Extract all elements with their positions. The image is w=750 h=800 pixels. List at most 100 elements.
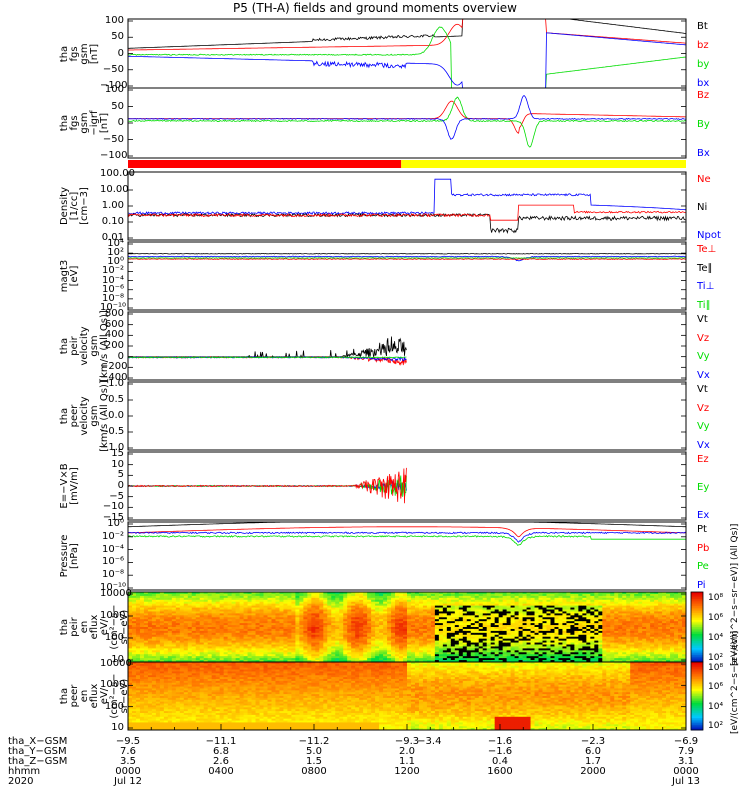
heatmap-cell [426,607,432,610]
heatmap-cell [486,636,492,640]
heatmap-cell [422,611,428,614]
heatmap-cell [283,648,288,651]
heatmap-cell [494,632,500,636]
heatmap-cell [183,601,189,605]
heatmap-cell [359,640,364,643]
heatmap-cell [143,597,149,601]
heatmap-cell [375,621,380,624]
heatmap-cell [223,646,229,649]
heatmap-cell [638,625,643,628]
pressure-pe-line [128,535,686,546]
heatmap-cell [610,605,615,608]
heatmap-cell [379,658,384,661]
heatmap-cell [311,592,316,595]
heatmap-cell [323,623,328,626]
heatmap-cell [478,658,484,661]
heatmap-cell [542,593,547,597]
heatmap-cell [522,613,527,616]
heatmap-cell [498,605,504,608]
heatmap-cell [510,595,516,599]
heatmap-cell [578,605,583,608]
heatmap-cell [650,611,655,614]
heatmap-cell [610,640,615,643]
heatmap-cell [638,630,643,634]
heatmap-cell [167,636,173,640]
heatmap-cell [259,656,264,659]
heatmap-cell [614,658,619,661]
heatmap-cell [259,630,264,634]
heatmap-cell [462,625,468,628]
heatmap-cell [267,648,272,651]
heatmap-cell [167,638,173,642]
heatmap-cell [486,660,492,662]
heatmap-cell [614,607,619,610]
heatmap-cell [199,638,205,642]
heatmap-cell [590,642,595,645]
heatmap-cell [295,648,300,651]
heatmap-cell [614,644,619,647]
heatmap-cell [128,656,133,659]
heatmap-cell [403,615,408,618]
heatmap-cell [203,595,209,599]
heatmap-cell [582,658,587,661]
heatmap-cell [494,627,500,630]
heatmap-cell [438,652,444,655]
heatmap-cell [442,623,448,626]
heatmap-cell [343,592,348,595]
heatmap-cell [355,650,360,653]
heatmap-cell [335,625,340,628]
heatmap-cell [391,611,396,614]
heatmap-cell [223,638,229,642]
heatmap-cell [391,625,396,628]
heatmap-cell [155,601,161,605]
heatmap-cell [602,658,607,661]
heatmap-cell [343,607,348,610]
heatmap-cell [239,623,244,626]
heatmap-cell [462,593,468,597]
heatmap-cell [255,592,260,595]
heatmap-cell [147,619,153,622]
heatmap-cell [654,644,659,647]
heatmap-cell [550,611,555,614]
heatmap-cell [151,642,157,645]
heatmap-cell [331,609,336,612]
heatmap-cell [658,628,663,632]
heatmap-cell [534,650,539,653]
heatmap-cell [195,597,201,601]
heatmap-cell [187,632,193,636]
heatmap-cell [634,601,639,605]
heatmap-cell [371,658,376,661]
heatmap-cell [279,601,284,605]
heatmap-cell [506,632,512,636]
heatmap-cell [391,638,396,642]
heatmap-cell [155,597,161,601]
heatmap-cell [474,646,480,649]
heatmap-cell [399,609,404,612]
heatmap-cell [438,646,444,649]
heatmap-cell [331,630,336,634]
heatmap-cell [418,609,424,612]
heatmap-cell [422,636,428,640]
heatmap-cell [175,636,181,640]
heatmap-cell [143,611,149,614]
heatmap-cell [183,644,189,647]
heatmap-cell [235,634,240,638]
heatmap-cell [363,660,368,662]
heatmap-cell [403,646,408,649]
heatmap-cell [522,636,527,640]
heatmap-cell [299,603,304,607]
heatmap-cell [430,658,436,661]
heatmap-cell [343,660,348,662]
heatmap-cell [646,625,651,628]
heatmap-cell [271,592,276,595]
heatmap-cell [582,595,587,599]
heatmap-cell [594,650,599,653]
heatmap-cell [566,609,571,612]
heatmap-cell [466,609,472,612]
heatmap-cell [371,627,376,630]
heatmap-cell [211,625,217,628]
heatmap-cell [634,650,639,653]
heatmap-cell [267,599,272,603]
heatmap-cell [259,636,264,640]
heatmap-cell [530,636,535,640]
